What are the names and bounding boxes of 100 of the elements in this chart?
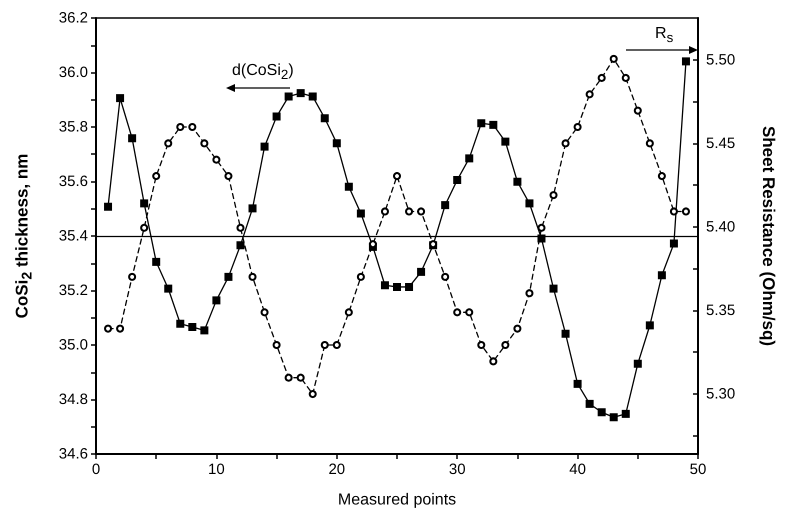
point <box>152 258 160 266</box>
point <box>116 324 124 333</box>
x-tick-label: 50 <box>690 461 706 478</box>
point <box>236 241 244 250</box>
point <box>501 341 510 349</box>
point <box>140 199 148 208</box>
point <box>176 320 184 328</box>
x-tick-label: 40 <box>569 461 586 478</box>
point <box>248 272 257 281</box>
point <box>284 92 293 101</box>
point <box>200 139 208 148</box>
y2-tick-label: 5.35 <box>706 302 736 319</box>
annotation: d(CoSi$_{2}$) <box>232 62 294 82</box>
point <box>296 89 305 98</box>
x-tick-label: 30 <box>448 461 466 478</box>
point <box>200 326 208 334</box>
point <box>489 357 498 366</box>
point <box>646 321 654 330</box>
x-tick-label: 10 <box>208 461 225 478</box>
point <box>586 400 594 408</box>
point <box>104 324 112 333</box>
point <box>212 296 220 304</box>
y2-tick-label: 5.40 <box>706 218 736 236</box>
point <box>525 289 534 298</box>
point <box>465 308 474 316</box>
point <box>140 224 148 232</box>
point <box>477 119 486 128</box>
point <box>128 272 136 281</box>
point <box>152 172 160 180</box>
point <box>320 341 329 349</box>
y2-axis-title: Sheet Resistance (Ohm/sq) <box>759 126 778 346</box>
point <box>646 139 654 148</box>
point <box>513 324 522 333</box>
point <box>453 308 462 316</box>
point <box>164 139 172 148</box>
point <box>562 330 570 338</box>
point <box>489 120 498 129</box>
point <box>188 123 196 131</box>
x-axis-title: Measured points <box>338 492 456 508</box>
y-tick-label: 35.2 <box>58 282 88 299</box>
y2-tick-label: 5.50 <box>706 51 736 68</box>
annotation: R$_{s}$ <box>655 25 674 46</box>
point <box>658 172 666 180</box>
y2-tick-label: 5.45 <box>706 134 736 152</box>
point <box>562 139 570 148</box>
y-tick-label: 35.8 <box>58 118 88 136</box>
point <box>501 138 510 146</box>
point <box>598 408 606 416</box>
x-tick-label: 0 <box>92 461 100 478</box>
point <box>586 90 594 98</box>
point <box>212 156 220 164</box>
point <box>610 413 618 422</box>
point <box>356 272 365 281</box>
point <box>272 112 281 121</box>
point <box>634 360 642 368</box>
point <box>670 240 678 248</box>
x-tick-label: 20 <box>328 461 346 478</box>
point <box>670 207 678 216</box>
point <box>465 154 474 162</box>
point <box>188 323 196 332</box>
y-tick-label: 36.0 <box>58 64 88 81</box>
y-tick-label: 34.6 <box>58 446 88 462</box>
point <box>658 271 666 280</box>
point <box>477 341 486 349</box>
point <box>610 54 618 63</box>
point <box>128 134 136 142</box>
point <box>116 94 124 102</box>
point <box>634 106 642 115</box>
point <box>332 341 341 349</box>
y-tick-label: 36.2 <box>58 10 88 26</box>
point <box>272 341 281 349</box>
point <box>622 74 630 82</box>
point <box>682 57 690 66</box>
point <box>320 114 329 122</box>
point <box>380 207 389 216</box>
point <box>236 224 244 232</box>
y-tick-label: 35.0 <box>58 336 88 354</box>
point <box>332 139 341 148</box>
point <box>393 172 401 180</box>
point <box>537 224 546 232</box>
y-tick-label: 34.8 <box>58 391 88 408</box>
point <box>248 204 257 212</box>
point <box>104 202 112 211</box>
y-tick-label: 35.6 <box>58 173 88 190</box>
y-tick-label: 35.4 <box>58 228 88 244</box>
point <box>308 390 317 398</box>
point <box>525 199 534 208</box>
point <box>380 281 389 290</box>
point <box>176 123 184 131</box>
point <box>682 207 690 216</box>
point <box>405 207 414 216</box>
point <box>622 410 630 418</box>
point <box>356 209 365 218</box>
point <box>393 282 401 291</box>
point <box>550 191 558 200</box>
point <box>260 142 269 151</box>
point <box>513 178 522 186</box>
point <box>550 284 558 293</box>
y2-tick-label: 5.30 <box>706 385 736 402</box>
point <box>224 172 232 180</box>
